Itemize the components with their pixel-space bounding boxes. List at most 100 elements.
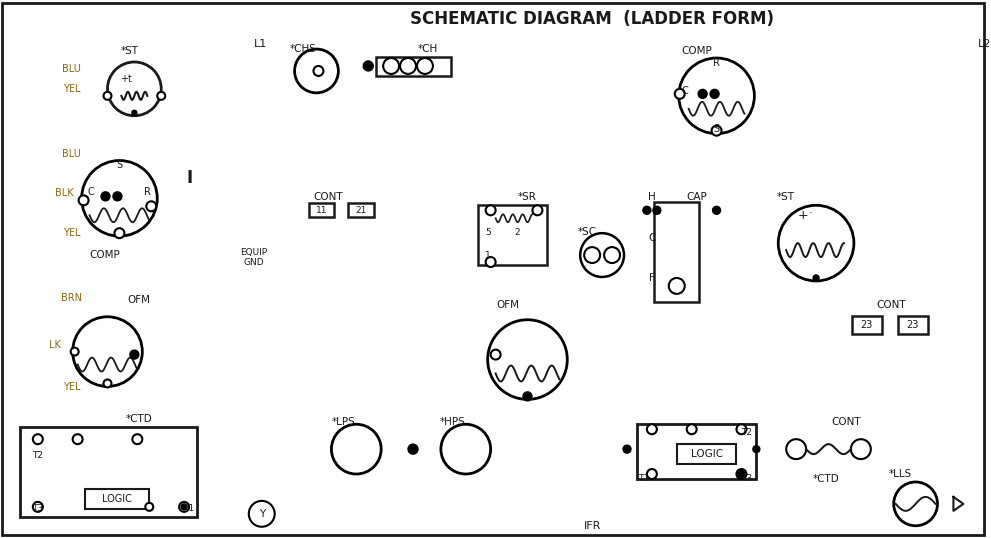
Text: I: I — [186, 169, 192, 187]
Circle shape — [294, 49, 338, 93]
Circle shape — [249, 501, 275, 527]
Text: LOGIC: LOGIC — [691, 449, 722, 459]
Text: YEL: YEL — [62, 84, 80, 94]
Text: F: F — [649, 273, 655, 283]
Circle shape — [736, 424, 746, 434]
Text: Y: Y — [259, 509, 265, 519]
Text: CONT: CONT — [313, 193, 343, 202]
Circle shape — [711, 89, 719, 98]
Circle shape — [523, 392, 532, 401]
Text: +t: +t — [121, 74, 133, 84]
Text: C: C — [87, 187, 94, 197]
Circle shape — [647, 424, 657, 434]
Text: *SR: *SR — [518, 193, 537, 202]
Circle shape — [679, 58, 754, 133]
Bar — [852, 316, 882, 334]
Text: 21: 21 — [356, 206, 367, 215]
Text: EQUIP: EQUIP — [240, 247, 268, 257]
Circle shape — [851, 439, 871, 459]
Circle shape — [400, 58, 416, 74]
Circle shape — [441, 424, 491, 474]
Text: .: . — [809, 206, 812, 215]
Circle shape — [313, 66, 323, 76]
Circle shape — [669, 278, 685, 294]
Circle shape — [331, 424, 382, 474]
Circle shape — [738, 471, 745, 478]
Text: S: S — [714, 124, 719, 133]
Circle shape — [532, 206, 542, 215]
Circle shape — [605, 247, 620, 263]
Text: *LLS: *LLS — [889, 469, 913, 479]
Text: BLU: BLU — [62, 148, 81, 159]
Text: +: + — [798, 209, 809, 222]
Bar — [478, 206, 547, 265]
Circle shape — [713, 206, 720, 214]
Text: C: C — [682, 86, 688, 96]
Circle shape — [113, 192, 122, 201]
Circle shape — [647, 469, 657, 479]
Circle shape — [488, 320, 567, 399]
Text: *CHS: *CHS — [290, 44, 317, 54]
Circle shape — [623, 445, 631, 453]
Text: 5: 5 — [485, 228, 491, 237]
Circle shape — [72, 434, 82, 444]
Text: *SC: *SC — [578, 227, 597, 237]
Text: OFM: OFM — [496, 300, 519, 310]
Circle shape — [72, 317, 143, 386]
Bar — [898, 316, 928, 334]
Circle shape — [114, 228, 125, 238]
Circle shape — [408, 444, 418, 454]
Bar — [348, 203, 375, 217]
Circle shape — [384, 58, 399, 74]
Circle shape — [486, 206, 496, 215]
Text: IFR: IFR — [584, 521, 601, 531]
Text: CONT: CONT — [876, 300, 906, 310]
Circle shape — [33, 502, 43, 512]
Circle shape — [103, 92, 111, 100]
Text: LOGIC: LOGIC — [102, 494, 133, 504]
Text: CAP: CAP — [687, 193, 707, 202]
Circle shape — [181, 504, 187, 510]
Circle shape — [130, 350, 139, 359]
Text: *ST: *ST — [777, 193, 795, 202]
Circle shape — [179, 502, 189, 512]
Circle shape — [101, 192, 110, 201]
Circle shape — [712, 126, 721, 136]
Circle shape — [643, 206, 651, 214]
Text: L2: L2 — [978, 39, 991, 49]
Text: H: H — [648, 193, 656, 202]
Bar — [677, 444, 736, 464]
Text: C: C — [648, 233, 656, 243]
Circle shape — [584, 247, 601, 263]
Text: BLK: BLK — [55, 188, 74, 199]
Text: BLU: BLU — [62, 64, 81, 74]
Text: 11: 11 — [316, 206, 327, 215]
Text: YEL: YEL — [62, 228, 80, 238]
Text: COMP: COMP — [681, 46, 712, 56]
Text: T3: T3 — [741, 475, 752, 484]
Text: *ST: *ST — [120, 46, 139, 56]
Text: *HPS: *HPS — [440, 417, 466, 427]
Circle shape — [675, 89, 685, 99]
Circle shape — [894, 482, 937, 526]
Text: COMP: COMP — [89, 250, 120, 260]
Text: BRN: BRN — [61, 293, 82, 303]
Circle shape — [146, 503, 154, 511]
Text: LK: LK — [49, 339, 60, 350]
Text: R: R — [714, 58, 720, 68]
Circle shape — [78, 195, 88, 206]
Circle shape — [580, 233, 624, 277]
Text: *LPS: *LPS — [331, 417, 355, 427]
Circle shape — [786, 439, 806, 459]
Circle shape — [736, 469, 746, 479]
Text: *CH: *CH — [418, 44, 438, 54]
Circle shape — [70, 348, 78, 356]
Circle shape — [81, 160, 158, 236]
Circle shape — [486, 257, 496, 267]
Text: T2: T2 — [33, 451, 44, 459]
Circle shape — [132, 110, 137, 115]
Text: *CTD: *CTD — [813, 474, 839, 484]
Text: T2: T2 — [741, 428, 752, 437]
Text: GND: GND — [244, 258, 264, 266]
Text: OFM: OFM — [128, 295, 151, 305]
